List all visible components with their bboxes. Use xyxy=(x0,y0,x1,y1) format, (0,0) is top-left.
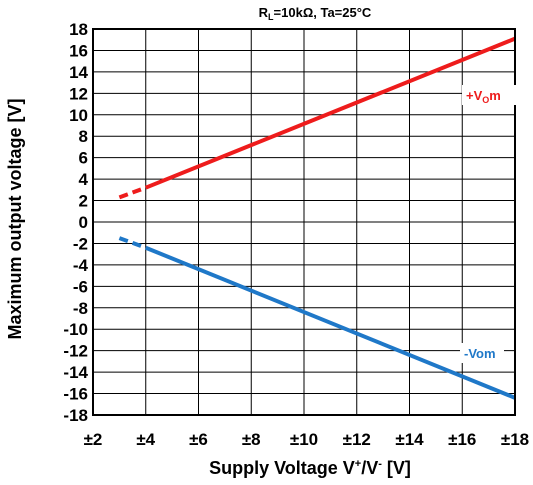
x-tick-label: ±18 xyxy=(501,430,529,449)
y-axis-title: Maximum output voltage [V] xyxy=(5,98,25,339)
series-line-plus-vom-dashed xyxy=(118,185,147,200)
y-tick-label: -18 xyxy=(63,406,88,425)
x-tick-label: ±2 xyxy=(84,430,103,449)
y-tick-label: -2 xyxy=(73,234,88,253)
y-tick-label: -4 xyxy=(73,256,89,275)
x-tick-label: ±12 xyxy=(343,430,371,449)
x-axis-title: Supply Voltage V+/V- [V] xyxy=(209,458,411,478)
label-plus-vom: +VOm xyxy=(462,85,516,105)
x-tick-label: ±10 xyxy=(290,430,318,449)
y-tick-labels: 18 16 14 12 10 8 6 4 2 0 -2 -4 -6 -8 -10 -12 -14 -16 -18 xyxy=(63,20,88,425)
x-tick-labels: ±2 ±4 ±6 ±8 ±10 ±12 ±14 ±16 ±18 xyxy=(84,430,530,449)
grid xyxy=(92,28,516,416)
series-line-minus-vom xyxy=(144,245,516,400)
y-tick-label: -12 xyxy=(63,342,88,361)
series-line-minus-vom-dashed xyxy=(118,236,147,250)
series-label-plus-vom: +VOm xyxy=(466,88,501,105)
plot-frame xyxy=(92,28,516,416)
y-tick-label: -6 xyxy=(73,277,88,296)
y-tick-label: 2 xyxy=(79,192,88,211)
y-tick-label: 18 xyxy=(69,20,88,39)
y-tick-label: 4 xyxy=(79,170,89,189)
x-tick-label: ±16 xyxy=(448,430,476,449)
y-tick-label: -14 xyxy=(63,363,88,382)
y-tick-label: -8 xyxy=(73,299,88,318)
y-tick-label: -10 xyxy=(63,320,88,339)
x-tick-label: ±4 xyxy=(136,430,155,449)
y-tick-label: -16 xyxy=(63,385,88,404)
x-tick-label: ±8 xyxy=(242,430,261,449)
series-line-plus-vom xyxy=(145,36,516,190)
y-tick-label: 14 xyxy=(69,63,88,82)
chart-condition: RL=10kΩ, Ta=25°C xyxy=(259,5,372,22)
y-tick-label: 10 xyxy=(69,106,88,125)
x-tick-label: ±6 xyxy=(189,430,208,449)
y-tick-label: 6 xyxy=(79,149,88,168)
series-label-minus-vom: -Vom xyxy=(464,346,496,361)
x-tick-label: ±14 xyxy=(395,430,424,449)
y-tick-label: 12 xyxy=(69,84,88,103)
label-minus-vom: -Vom xyxy=(460,343,504,363)
y-tick-label: 16 xyxy=(69,41,88,60)
y-tick-label: 0 xyxy=(79,213,88,232)
series-layer xyxy=(118,36,516,400)
y-tick-label: 8 xyxy=(79,127,88,146)
